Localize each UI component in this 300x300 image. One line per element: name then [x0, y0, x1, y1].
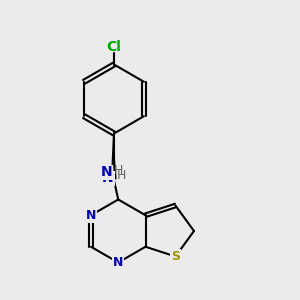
Text: N: N [102, 172, 114, 185]
Text: N: N [101, 166, 112, 179]
Text: Cl: Cl [106, 40, 122, 54]
Text: H: H [117, 169, 126, 182]
Text: S: S [171, 250, 180, 263]
Text: H: H [114, 164, 124, 177]
Text: N: N [113, 256, 123, 269]
Text: N: N [86, 209, 96, 222]
